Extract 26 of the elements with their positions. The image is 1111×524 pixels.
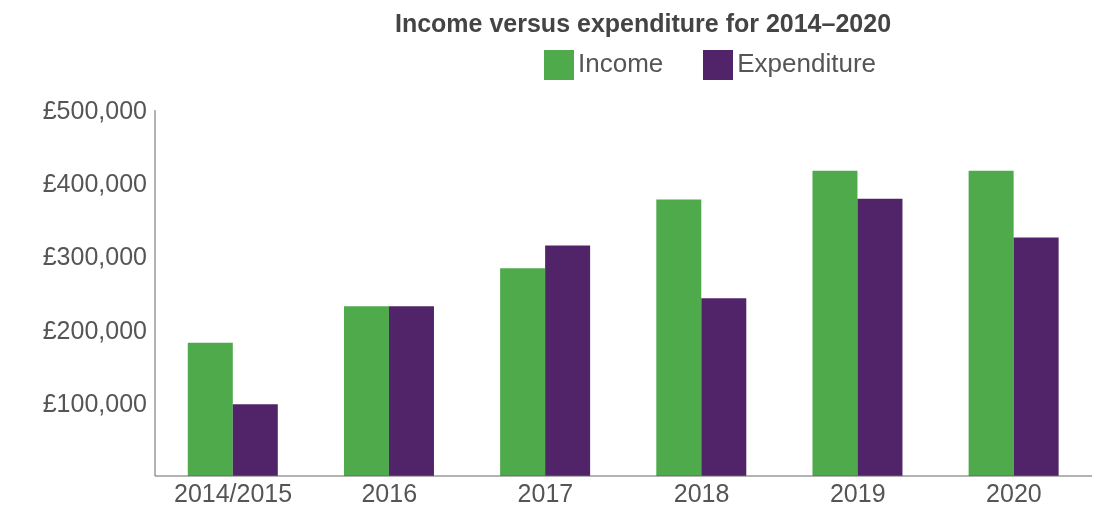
bar — [500, 268, 546, 476]
x-tick-label: 2018 — [673, 478, 730, 507]
legend-label: Expenditure — [737, 48, 877, 78]
y-tick-label: £100,000 — [42, 388, 147, 417]
legend-label: Income — [577, 48, 664, 78]
x-tick-label: 2014/2015 — [173, 478, 293, 507]
bar — [968, 170, 1014, 476]
x-tick-label: 2017 — [517, 478, 574, 507]
x-tick-label: 2016 — [361, 478, 418, 507]
bar — [1013, 237, 1059, 476]
y-tick-label: £300,000 — [42, 242, 147, 271]
x-tick-label: 2019 — [829, 478, 886, 507]
bar — [187, 342, 233, 476]
bar — [388, 306, 434, 476]
bar — [857, 198, 903, 476]
y-tick-label: £500,000 — [42, 96, 147, 124]
bar — [701, 298, 747, 476]
bar — [812, 170, 858, 476]
bar — [545, 245, 591, 476]
bar — [343, 306, 389, 476]
bar — [656, 199, 702, 476]
chart-title: Income versus expenditure for 2014–2020 — [393, 8, 893, 39]
x-tick-label: 2020 — [986, 478, 1042, 507]
y-tick-label: £400,000 — [42, 169, 147, 198]
y-tick-label: £200,000 — [42, 315, 147, 344]
bar — [232, 404, 278, 476]
